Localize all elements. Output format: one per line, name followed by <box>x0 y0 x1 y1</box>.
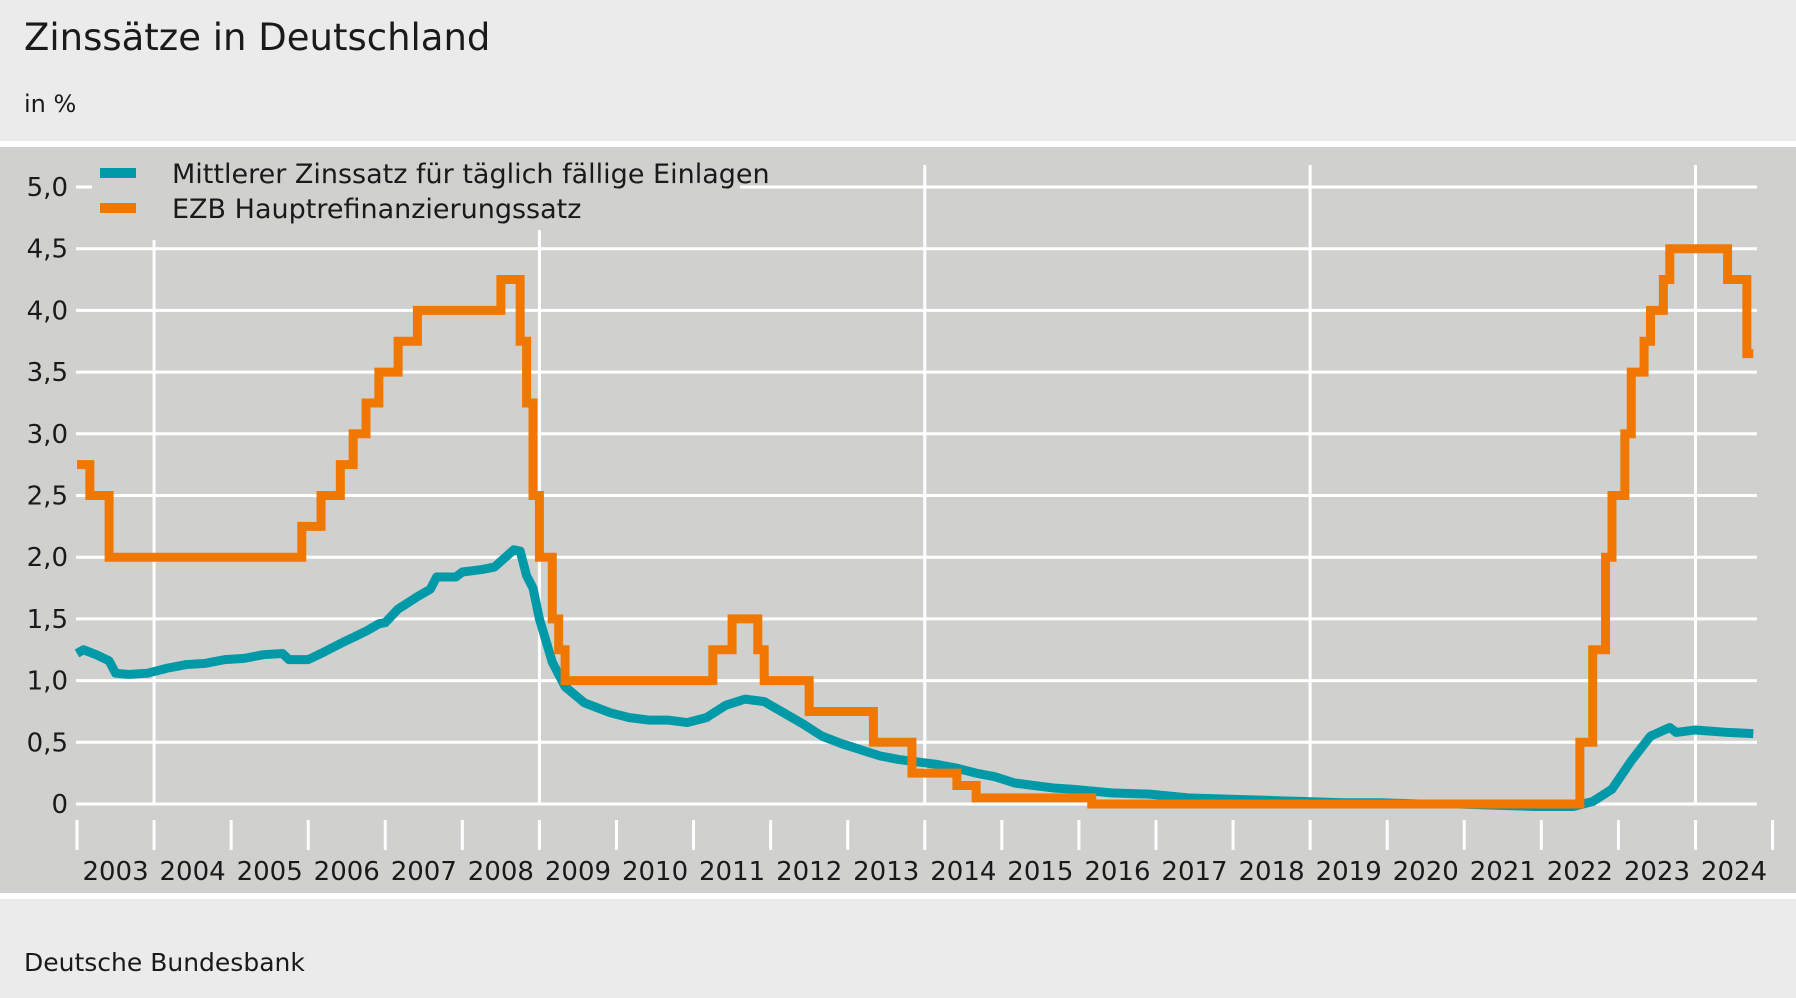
x-tick-label: 2018 <box>1238 857 1304 887</box>
y-tick-label: 3,5 <box>27 358 68 388</box>
chart-title: Zinssätze in Deutschland <box>24 16 491 59</box>
x-tick-label: 2008 <box>468 857 534 887</box>
y-tick-label: 4,5 <box>27 235 68 265</box>
y-tick-label: 2,0 <box>27 543 68 573</box>
x-tick-label: 2006 <box>314 857 380 887</box>
y-tick-label: 0,5 <box>27 728 68 758</box>
y-tick-label: 0 <box>51 790 68 820</box>
x-tick-label: 2023 <box>1624 857 1690 887</box>
y-tick-label: 2,5 <box>27 482 68 512</box>
legend-label: EZB Hauptrefinanzierungssatz <box>172 194 581 225</box>
x-tick-label: 2024 <box>1701 857 1767 887</box>
x-tick-label: 2022 <box>1547 857 1613 887</box>
chart-unit: in % <box>24 90 77 118</box>
x-tick-label: 2012 <box>776 857 842 887</box>
x-tick-label: 2007 <box>391 857 457 887</box>
x-tick-label: 2005 <box>237 857 303 887</box>
x-tick-label: 2011 <box>699 857 765 887</box>
source-note: Deutsche Bundesbank <box>24 948 305 977</box>
y-tick-label: 1,5 <box>27 605 68 635</box>
x-tick-label: 2013 <box>853 857 919 887</box>
y-tick-label: 1,0 <box>27 667 68 697</box>
legend-box <box>92 150 740 230</box>
y-tick-label: 4,0 <box>27 296 68 326</box>
x-tick-label: 2004 <box>160 857 226 887</box>
plot-area <box>0 141 1796 899</box>
x-tick-label: 2003 <box>82 857 148 887</box>
legend-label: Mittlerer Zinssatz für täglich fällige E… <box>172 159 770 190</box>
series-line-2 <box>77 244 1754 809</box>
y-tick-label: 3,0 <box>27 420 68 450</box>
x-tick-label: 2020 <box>1393 857 1459 887</box>
x-tick-label: 2019 <box>1316 857 1382 887</box>
x-tick-label: 2010 <box>622 857 688 887</box>
x-tick-label: 2009 <box>545 857 611 887</box>
x-tick-label: 2021 <box>1470 857 1536 887</box>
x-tick-label: 2017 <box>1161 857 1227 887</box>
y-tick-label: 5,0 <box>27 173 68 203</box>
x-tick-label: 2016 <box>1084 857 1150 887</box>
x-tick-label: 2014 <box>930 857 996 887</box>
x-tick-label: 2015 <box>1007 857 1073 887</box>
